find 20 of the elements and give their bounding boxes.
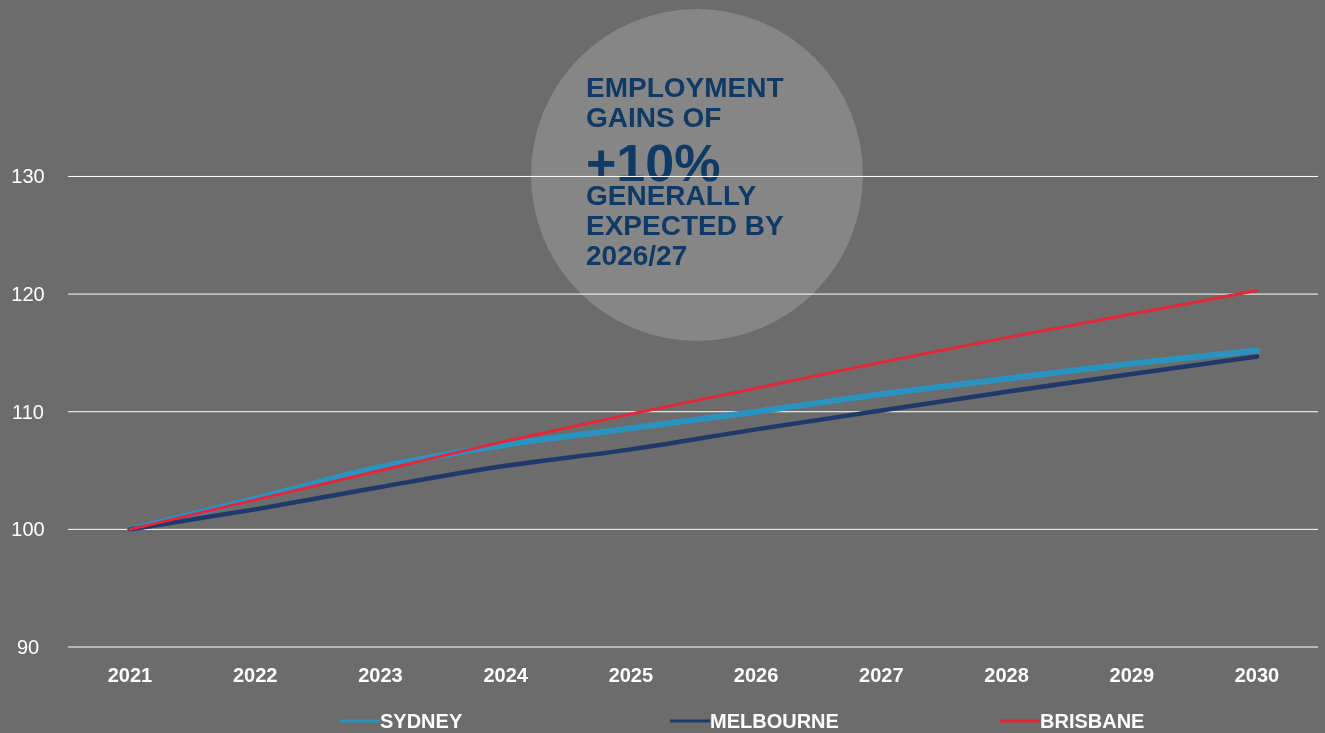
legend-label: BRISBANE <box>1040 710 1145 732</box>
y-tick-label: 120 <box>11 283 45 306</box>
y-tick-label: 100 <box>11 518 45 541</box>
x-tick-label: 2027 <box>859 664 904 686</box>
x-tick-label: 2030 <box>1234 664 1280 686</box>
x-tick-label: 2021 <box>107 664 153 686</box>
legend-label: SYDNEY <box>380 710 463 732</box>
x-tick-label: 2022 <box>232 664 278 686</box>
x-tick-label: 2024 <box>483 664 529 686</box>
y-tick-label: 130 <box>11 165 45 188</box>
x-tick-label: 2023 <box>358 664 403 686</box>
line-series <box>128 289 1259 531</box>
y-tick-label: 90 <box>16 636 40 658</box>
y-tick-label: 110 <box>12 400 44 423</box>
x-tick-label: 2025 <box>608 664 654 686</box>
x-tick-label: 2029 <box>1109 664 1155 686</box>
x-tick-label: 2026 <box>733 664 779 686</box>
x-tick-label: 2028 <box>984 664 1029 686</box>
annotation: EMPLOYMENT GAINS OF <box>586 72 784 133</box>
legend-label: MELBOURNE <box>710 710 839 732</box>
